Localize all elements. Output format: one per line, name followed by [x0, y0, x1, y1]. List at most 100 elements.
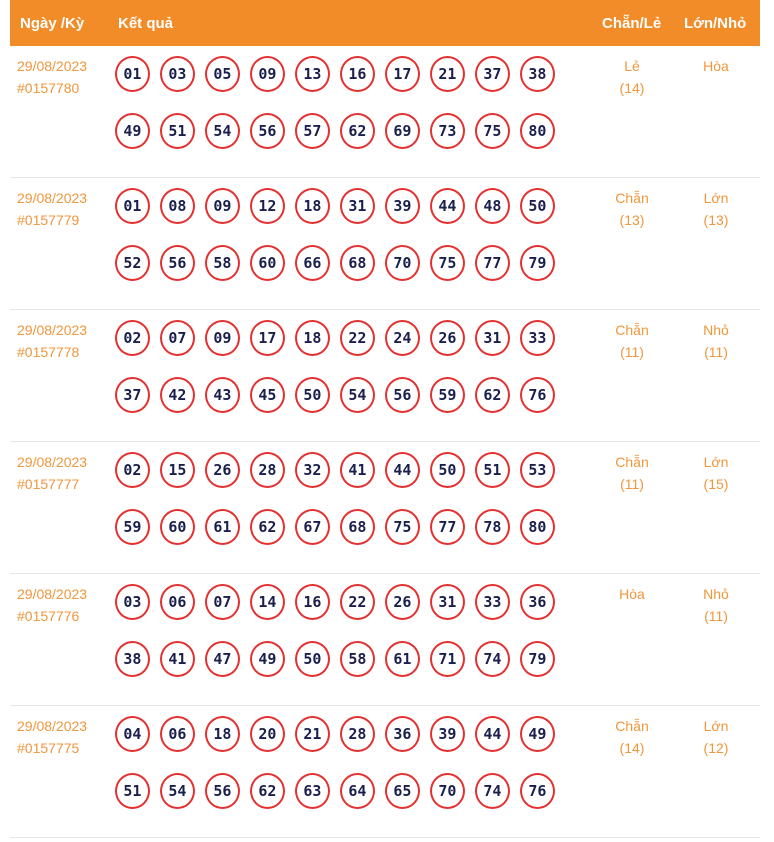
lonnho-result: Lớn (12)	[681, 706, 751, 756]
table-header: Ngày /Kỳ Kết quả Chẵn/Lẻ Lớn/Nhỏ	[10, 0, 760, 46]
number-ball: 62	[475, 377, 510, 413]
number-ball: 56	[205, 773, 240, 809]
draw-id: #0157780	[17, 80, 80, 96]
header-lonnho: Lớn/Nhỏ	[684, 15, 747, 32]
number-ball: 22	[340, 320, 375, 356]
draw-date: 29/08/2023	[17, 190, 88, 206]
number-ball: 51	[475, 452, 510, 488]
number-ball: 37	[115, 377, 150, 413]
result-numbers: 02 07 09 17 18 22 24 26 31 33 37 42 43 45 50 54 56 59 62 76	[115, 320, 565, 434]
table-row[interactable]: 29/08/2023 #0157777 02 15 26 28 32 41 44 50 51 53 59…	[10, 442, 760, 574]
lonnho-count: (12)	[703, 740, 729, 756]
number-ball: 01	[115, 56, 150, 92]
table-row[interactable]: 29/08/2023 #0157778 02 07 09 17 18 22 24 26 31 33 37…	[10, 310, 760, 442]
draw-id: #0157776	[17, 608, 80, 624]
chanle-count: (11)	[620, 476, 644, 492]
number-ball: 36	[520, 584, 555, 620]
lonnho-count: (15)	[703, 476, 729, 492]
number-ball: 66	[295, 245, 330, 281]
number-ball: 76	[520, 773, 555, 809]
number-ball: 80	[520, 509, 555, 545]
draw-date: 29/08/2023	[17, 454, 88, 470]
number-ball: 54	[160, 773, 195, 809]
number-row: 03 06 07 14 16 22 26 31 33 36	[115, 584, 565, 622]
number-ball: 07	[205, 584, 240, 620]
number-ball: 64	[340, 773, 375, 809]
number-ball: 38	[115, 641, 150, 677]
result-numbers: 03 06 07 14 16 22 26 31 33 36 38 41 47 49 50 58 61 71 74 79	[115, 584, 565, 698]
chanle-result: Hòa	[597, 574, 667, 608]
number-ball: 15	[160, 452, 195, 488]
table-row[interactable]: 29/08/2023 #0157775 04 06 18 20 21 28 36 39 44 49 51…	[10, 706, 760, 838]
number-ball: 56	[250, 113, 285, 149]
number-ball: 74	[475, 641, 510, 677]
chanle-count: (14)	[619, 740, 645, 756]
number-row: 01 03 05 09 13 16 17 21 37 38	[115, 56, 565, 94]
lonnho-result: Lớn (15)	[681, 442, 751, 492]
number-ball: 62	[250, 773, 285, 809]
draw-date: 29/08/2023	[17, 718, 88, 734]
number-ball: 68	[340, 509, 375, 545]
table-row[interactable]: 29/08/2023 #0157780 01 03 05 09 13 16 17 21 37 38 49…	[10, 46, 760, 178]
number-ball: 67	[295, 509, 330, 545]
number-row: 04 06 18 20 21 28 36 39 44 49	[115, 716, 565, 754]
number-ball: 41	[160, 641, 195, 677]
number-ball: 02	[115, 452, 150, 488]
number-ball: 44	[430, 188, 465, 224]
number-ball: 54	[340, 377, 375, 413]
number-ball: 56	[160, 245, 195, 281]
header-date: Ngày /Kỳ	[20, 15, 85, 32]
header-chanle: Chẵn/Lẻ	[602, 15, 662, 32]
number-ball: 48	[475, 188, 510, 224]
number-ball: 13	[295, 56, 330, 92]
number-ball: 51	[160, 113, 195, 149]
chanle-label: Chẵn	[615, 718, 649, 734]
number-ball: 73	[430, 113, 465, 149]
draw-id: #0157778	[17, 344, 80, 360]
number-ball: 76	[520, 377, 555, 413]
lonnho-count: (11)	[704, 344, 728, 360]
draw-id: #0157779	[17, 212, 80, 228]
number-ball: 49	[115, 113, 150, 149]
number-ball: 18	[295, 320, 330, 356]
number-ball: 62	[250, 509, 285, 545]
number-row: 02 15 26 28 32 41 44 50 51 53	[115, 452, 565, 490]
number-ball: 32	[295, 452, 330, 488]
number-ball: 21	[430, 56, 465, 92]
number-ball: 50	[430, 452, 465, 488]
number-ball: 77	[430, 509, 465, 545]
number-ball: 12	[250, 188, 285, 224]
draw-date: 29/08/2023	[17, 322, 88, 338]
number-row: 59 60 61 62 67 68 75 77 78 80	[115, 509, 565, 547]
number-ball: 70	[385, 245, 420, 281]
number-ball: 49	[250, 641, 285, 677]
number-ball: 59	[430, 377, 465, 413]
number-row: 52 56 58 60 66 68 70 75 77 79	[115, 245, 565, 283]
number-ball: 03	[160, 56, 195, 92]
chanle-result: Chẵn (14)	[597, 706, 667, 756]
table-row[interactable]: 29/08/2023 #0157776 03 06 07 14 16 22 26 31 33 36 38…	[10, 574, 760, 706]
number-ball: 62	[340, 113, 375, 149]
number-ball: 21	[295, 716, 330, 752]
number-ball: 74	[475, 773, 510, 809]
number-ball: 80	[520, 113, 555, 149]
lonnho-result: Nhỏ (11)	[681, 574, 751, 624]
result-numbers: 02 15 26 28 32 41 44 50 51 53 59 60 61 62 67 68 75 77 78 80	[115, 452, 565, 566]
lonnho-label: Lớn	[703, 718, 729, 734]
number-ball: 31	[475, 320, 510, 356]
number-ball: 33	[475, 584, 510, 620]
chanle-result: Chẵn (11)	[597, 442, 667, 492]
table-row[interactable]: 29/08/2023 #0157779 01 08 09 12 18 31 39 44 48 50 52…	[10, 178, 760, 310]
chanle-label: Chẵn	[615, 190, 649, 206]
number-ball: 39	[385, 188, 420, 224]
number-ball: 17	[250, 320, 285, 356]
number-ball: 60	[250, 245, 285, 281]
number-ball: 18	[205, 716, 240, 752]
lonnho-label: Lớn	[703, 454, 729, 470]
lonnho-label: Lớn	[703, 190, 729, 206]
number-ball: 53	[520, 452, 555, 488]
result-numbers: 04 06 18 20 21 28 36 39 44 49 51 54 56 62 63 64 65 70 74 76	[115, 716, 565, 830]
number-ball: 75	[475, 113, 510, 149]
number-ball: 50	[295, 641, 330, 677]
number-ball: 52	[115, 245, 150, 281]
